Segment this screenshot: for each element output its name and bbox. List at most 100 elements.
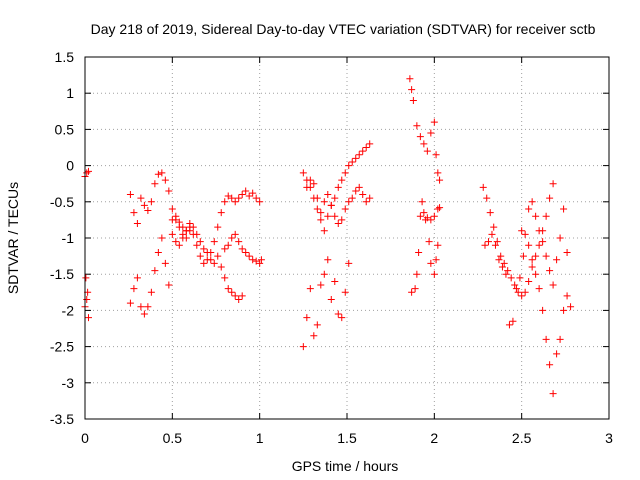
data-point (238, 245, 246, 253)
data-point (525, 205, 533, 213)
data-point (420, 140, 428, 148)
data-point (313, 205, 321, 213)
data-point (196, 252, 204, 260)
data-point (228, 288, 236, 296)
data-point (154, 170, 162, 178)
data-point (338, 176, 346, 184)
data-point (324, 191, 332, 199)
data-point (509, 317, 517, 325)
data-point (151, 267, 159, 275)
data-point (200, 259, 208, 267)
data-point (256, 259, 264, 267)
data-point (519, 252, 527, 260)
data-point (130, 209, 138, 217)
data-point (228, 234, 236, 242)
x-tick-labels: 0 0.5 1 1.5 2 2.5 3 (81, 430, 613, 446)
series-arc-2.30-b (481, 230, 527, 329)
data-point (133, 274, 141, 282)
data-point (511, 281, 519, 289)
series-arc-1.30-mid (303, 176, 374, 228)
data-point (207, 248, 215, 256)
data-point (366, 140, 374, 148)
data-point (334, 310, 342, 318)
data-point (420, 209, 428, 217)
y-tick-label: 0 (66, 158, 74, 174)
data-point (483, 194, 491, 202)
data-point (430, 212, 438, 220)
data-point (560, 205, 568, 213)
data-point (432, 151, 440, 159)
data-point (242, 248, 250, 256)
data-point (83, 296, 91, 304)
data-point (539, 238, 547, 246)
data-point (324, 256, 332, 264)
y-tick-label: 1.5 (55, 49, 75, 65)
data-point (172, 212, 180, 220)
data-point (317, 216, 325, 224)
data-point (427, 129, 435, 137)
data-point (490, 223, 498, 231)
data-point (172, 238, 180, 246)
y-tick-label: -0.5 (50, 194, 74, 210)
data-point (362, 144, 370, 151)
data-point (313, 321, 321, 329)
grid-lines (85, 57, 609, 419)
data-point (528, 256, 536, 264)
data-point (303, 314, 311, 322)
data-point (416, 133, 424, 141)
data-point (299, 169, 307, 177)
data-point (299, 343, 307, 351)
data-point (413, 270, 421, 278)
data-point (345, 162, 353, 170)
data-point (231, 292, 239, 300)
data-point (317, 209, 325, 217)
data-point (488, 230, 496, 238)
data-point (532, 252, 540, 260)
data-point (512, 285, 520, 293)
data-point (507, 274, 515, 282)
y-tick-label: -3.5 (50, 411, 74, 427)
data-point (320, 227, 328, 235)
x-tick-label: 3 (605, 430, 613, 446)
data-point (406, 75, 414, 83)
data-point (126, 191, 134, 199)
data-point (310, 180, 318, 188)
data-point (84, 314, 92, 322)
data-point (331, 277, 339, 285)
data-point (217, 209, 225, 217)
series-arc-0.27-low (126, 234, 173, 318)
data-point (235, 296, 243, 304)
data-point (179, 223, 187, 231)
data-point (224, 285, 232, 293)
series-arc-1.85 (406, 75, 444, 184)
y-tick-label: -1.5 (50, 266, 74, 282)
data-point (256, 198, 264, 206)
data-point (411, 285, 419, 293)
data-point (542, 252, 550, 260)
data-point (327, 296, 335, 304)
data-point (140, 201, 148, 209)
data-point (231, 230, 239, 238)
data-point (518, 227, 526, 235)
data-point (249, 256, 257, 264)
data-points (81, 75, 575, 398)
y-tick-labels: -3.5 -3 -2.5 -2 -1.5 -1 -0.5 0 0.5 1 1.5 (50, 49, 74, 427)
data-point (521, 288, 529, 296)
series-arc-0.50-high (168, 187, 264, 267)
data-point (525, 241, 533, 249)
data-point (257, 256, 265, 264)
data-point (418, 198, 426, 206)
data-point (493, 238, 501, 246)
data-point (563, 292, 571, 300)
data-point (182, 227, 190, 235)
data-point (535, 241, 543, 249)
data-point (320, 270, 328, 278)
data-point (352, 154, 360, 162)
x-tick-label: 0 (81, 430, 89, 446)
series-arc-2.55 (525, 198, 571, 289)
data-point (186, 223, 194, 231)
data-point (415, 248, 423, 256)
data-point (525, 277, 533, 285)
data-point (539, 306, 547, 314)
data-point (408, 288, 416, 296)
